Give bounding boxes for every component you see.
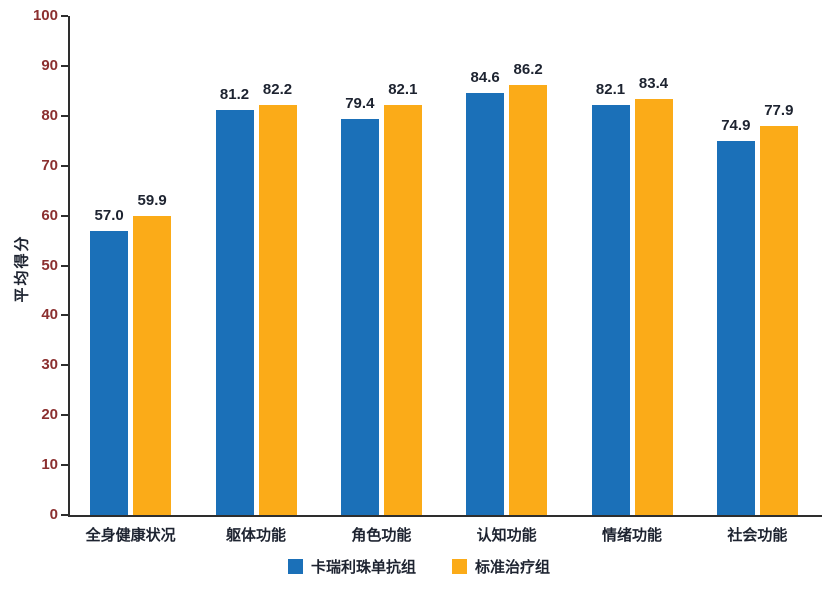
y-tick-label: 60: [41, 206, 58, 224]
x-tick-label: 认知功能: [476, 527, 537, 544]
x-tick-label: 情绪功能: [601, 527, 662, 544]
legend: 卡瑞利珠单抗组 标准治疗组: [0, 556, 838, 577]
bar: [258, 104, 297, 515]
bar: [634, 98, 673, 515]
y-tick-mark: [61, 114, 68, 117]
y-tick-mark: [61, 414, 68, 417]
bar-value-label: 79.4: [345, 94, 375, 112]
y-tick-label: 90: [41, 56, 58, 74]
y-tick-mark: [61, 464, 68, 467]
legend-item: 标准治疗组: [452, 556, 550, 577]
bar-value-label: 57.0: [94, 206, 124, 224]
bar-value-label: 86.2: [513, 60, 543, 78]
y-tick-mark: [61, 164, 68, 167]
y-tick-label: 50: [41, 256, 58, 274]
bar: [759, 126, 798, 515]
bar: [90, 230, 129, 515]
x-tick-label: 躯体功能: [225, 527, 286, 544]
legend-swatch: [287, 559, 303, 574]
y-tick-label: 0: [49, 506, 58, 523]
bar: [133, 216, 172, 515]
y-tick-mark: [61, 15, 68, 17]
y-tick-label: 10: [41, 456, 58, 474]
bar-value-label: 82.1: [388, 81, 418, 99]
legend-swatch: [452, 559, 467, 574]
bar-value-label: 59.9: [137, 192, 167, 210]
bar-value-label: 77.9: [764, 102, 794, 120]
bar: [509, 84, 548, 515]
bar: [466, 92, 505, 515]
bar: [591, 105, 630, 515]
bar-value-label: 83.4: [638, 74, 669, 92]
bar-value-label: 82.1: [595, 81, 626, 99]
bar: [340, 118, 379, 515]
bar-value-label: 84.6: [470, 68, 500, 86]
y-tick-mark: [61, 214, 68, 217]
y-tick-mark: [61, 64, 68, 67]
y-tick-label: 80: [41, 106, 58, 124]
x-tick-label: 全身健康状况: [85, 527, 176, 544]
y-tick-label: 100: [32, 7, 58, 24]
bar: [383, 105, 422, 515]
y-tick-mark: [61, 364, 68, 367]
y-tick-label: 40: [41, 306, 58, 324]
legend-item: 卡瑞利珠单抗组: [287, 556, 416, 577]
bar-value-label: 82.2: [262, 80, 293, 98]
legend-label: 标准治疗组: [475, 559, 551, 576]
bar-value-label: 81.2: [219, 85, 250, 103]
y-tick-mark: [61, 264, 68, 267]
y-tick-label: 20: [41, 406, 58, 424]
x-tick-label: 角色功能: [351, 527, 412, 544]
y-tick-mark: [61, 514, 68, 516]
legend-label: 卡瑞利珠单抗组: [310, 559, 416, 576]
y-tick-label: 30: [41, 356, 58, 374]
bar: [215, 109, 254, 515]
x-tick-label: 社会功能: [727, 527, 788, 544]
bar: [716, 141, 755, 515]
y-tick-label: 70: [41, 156, 58, 174]
plot-area: [68, 16, 822, 517]
bar-value-label: 74.9: [721, 117, 751, 135]
y-tick-mark: [61, 314, 68, 317]
